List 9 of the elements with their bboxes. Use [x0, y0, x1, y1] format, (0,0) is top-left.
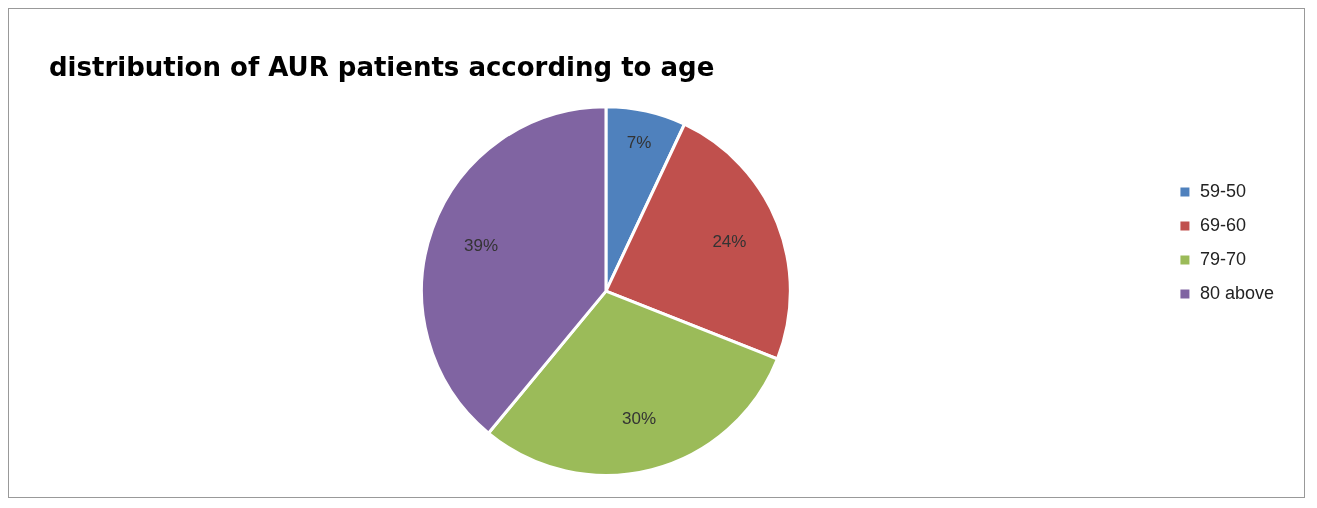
data-label: 39% [464, 235, 499, 255]
data-label: 30% [621, 409, 656, 429]
legend-label: 69-60 [1199, 214, 1246, 235]
chart-title: distribution of AUR patients according to age [49, 52, 715, 83]
legend-label: 79-70 [1199, 248, 1246, 269]
data-label: 7% [626, 133, 652, 153]
data-label: 24% [712, 231, 747, 251]
legend-label: 59-50 [1199, 180, 1246, 201]
legend-label: 80 above [1199, 282, 1275, 303]
